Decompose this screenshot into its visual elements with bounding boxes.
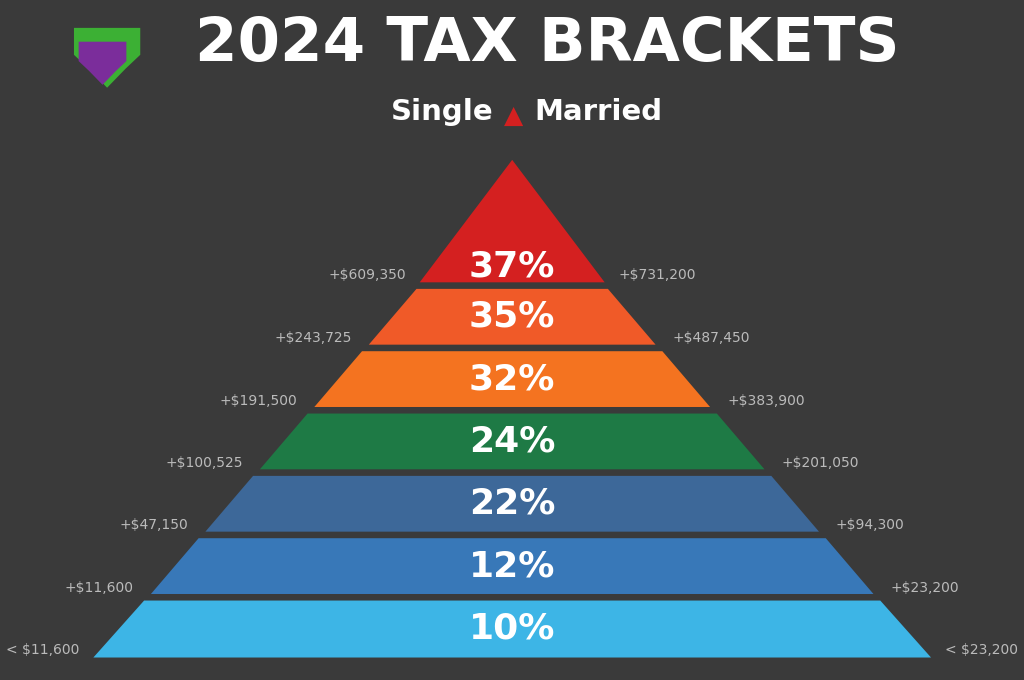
Polygon shape (79, 41, 126, 85)
Text: 24%: 24% (469, 424, 555, 458)
Text: +$191,500: +$191,500 (219, 394, 297, 407)
Text: 22%: 22% (469, 487, 555, 521)
Text: ▲: ▲ (505, 103, 523, 128)
Text: +$23,200: +$23,200 (891, 581, 959, 594)
Polygon shape (365, 287, 660, 347)
Text: 12%: 12% (469, 549, 555, 583)
Polygon shape (201, 474, 823, 534)
Text: < $23,200: < $23,200 (945, 643, 1018, 657)
Text: 32%: 32% (469, 362, 555, 396)
Text: +$487,450: +$487,450 (673, 331, 750, 345)
Text: +$47,150: +$47,150 (120, 518, 188, 532)
Text: Single: Single (391, 98, 494, 126)
Text: +$11,600: +$11,600 (65, 581, 134, 594)
Text: +$243,725: +$243,725 (274, 331, 352, 345)
Text: +$609,350: +$609,350 (329, 268, 407, 282)
Text: +$201,050: +$201,050 (781, 456, 859, 470)
Polygon shape (89, 598, 936, 660)
Text: +$731,200: +$731,200 (618, 268, 695, 282)
Text: 10%: 10% (469, 611, 555, 645)
Polygon shape (74, 28, 140, 88)
Polygon shape (416, 156, 609, 284)
Text: < $11,600: < $11,600 (6, 643, 80, 657)
Text: +$383,900: +$383,900 (727, 394, 805, 407)
Text: 37%: 37% (469, 250, 555, 284)
Text: +$100,525: +$100,525 (166, 456, 243, 470)
Polygon shape (255, 411, 769, 471)
Text: 2024 TAX BRACKETS: 2024 TAX BRACKETS (195, 15, 899, 73)
Text: +$94,300: +$94,300 (836, 518, 904, 532)
Text: Married: Married (535, 98, 663, 126)
Polygon shape (146, 536, 878, 596)
Text: 35%: 35% (469, 300, 555, 334)
Polygon shape (310, 349, 715, 409)
